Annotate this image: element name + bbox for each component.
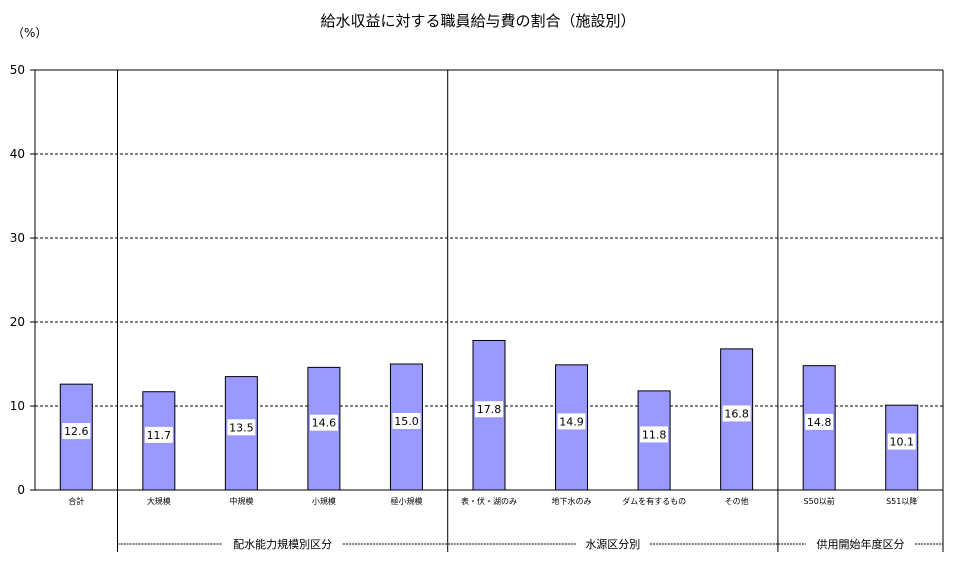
x-tick-label: その他 [725,496,749,506]
data-label-box [62,423,91,440]
data-label: 11.7 [147,429,172,442]
data-label: 14.6 [312,417,337,430]
data-label: 15.0 [394,415,419,428]
x-tick-label: 中規模 [229,496,253,506]
x-axis-ticks: 合計 大規模 中規模 小規模 極小規模 表・伏・湖のみ 地下水のみ ダムを有するもの その他 S5… [68,496,917,506]
group-label: 配水能力規模別区分 [233,537,332,551]
data-label: 14.9 [559,415,584,428]
y-tick-label: 50 [10,63,25,77]
group-label: 供用開始年度区分 [816,537,904,551]
data-label-box [475,401,503,418]
data-label-box [557,413,586,430]
y-tick-label: 40 [10,147,25,161]
chart-title: 給水収益に対する職員給与費の割合（施設別） [320,12,635,30]
y-tick-label: 10 [10,399,25,413]
data-label-box [640,426,669,443]
data-label-box [227,419,256,436]
x-tick-label: 地下水のみ [552,496,592,506]
x-tick-label: 表・伏・湖のみ [461,496,517,506]
group-label: 水源区分別 [585,537,640,551]
data-label: 10.1 [889,436,914,449]
x-tick-label: 小規模 [312,496,336,506]
data-label: 14.8 [807,416,832,429]
data-label: 12.6 [64,425,89,438]
y-tick-label: 30 [10,231,25,245]
data-label-box [309,414,338,431]
data-label-box [805,413,834,430]
data-label: 13.5 [229,421,254,434]
data-label-box [722,405,751,422]
data-label: 11.8 [642,428,667,441]
x-tick-label: 合計 [68,496,84,506]
data-label-box [887,433,916,450]
category-groups: 配水能力規模別区分 水源区分別 供用開始年度区分 [117,70,944,552]
y-axis-ticks: 0 10 20 30 40 50 [10,63,35,497]
x-tick-label: ダムを有するもの [622,496,686,506]
x-tick-label: 大規模 [147,496,171,506]
data-labels: 12.6 11.7 13.5 14.6 15.0 17.8 14.9 11.8 16.8 14.8… [62,401,916,450]
data-label-box [392,413,421,429]
data-label-box [144,426,173,443]
y-axis-unit: （%） [12,26,47,40]
y-tick-label: 0 [17,483,25,497]
y-tick-label: 20 [10,315,25,329]
data-label: 16.8 [724,407,749,420]
data-label: 17.8 [477,403,502,416]
x-tick-label: S51以降 [886,496,917,506]
x-tick-label: 極小規模 [390,496,422,506]
x-tick-label: S50以前 [804,496,835,506]
